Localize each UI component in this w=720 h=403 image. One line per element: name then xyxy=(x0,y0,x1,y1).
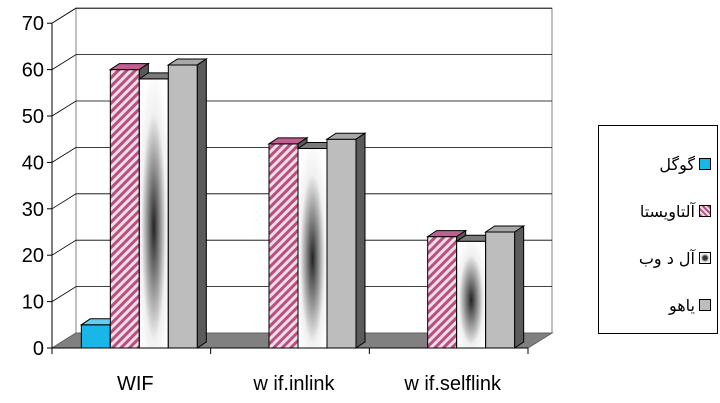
y-tick-label: 50 xyxy=(22,106,44,128)
gridline xyxy=(51,286,552,302)
tick-labels: 0 10 20 30 40 50 60 70 WIF w if.inlink w if.selfli… xyxy=(22,13,502,395)
legend-label-altavista: آلتاویستا xyxy=(639,201,695,221)
bar-front xyxy=(109,69,140,349)
gridline xyxy=(51,7,552,24)
bar-front xyxy=(167,64,198,349)
y-tick-label: 30 xyxy=(22,199,44,221)
legend-item-yahoo: یاهو xyxy=(669,293,711,317)
legend-swatch-yahoo xyxy=(699,299,711,311)
gridline xyxy=(51,100,552,117)
bar xyxy=(484,225,526,349)
bar-side xyxy=(514,225,525,349)
gridline xyxy=(51,54,552,70)
y-tick-label: 10 xyxy=(22,292,44,314)
legend: گوگل آلتاویستا آل د وب یاهو xyxy=(598,125,718,334)
y-tick-label: 40 xyxy=(22,152,44,174)
x-tick-label: w if.inlink xyxy=(252,373,335,395)
legend-label-google: گوگل xyxy=(659,154,695,174)
legend-item-alltheweb: آل د وب xyxy=(639,246,711,270)
y-tick-label: 20 xyxy=(22,245,44,267)
x-tick-label: WIF xyxy=(117,373,154,395)
legend-label-alltheweb: آل د وب xyxy=(638,248,695,268)
bar-front xyxy=(456,240,487,349)
legend-swatch-alltheweb xyxy=(699,252,711,264)
bar-front xyxy=(326,138,357,349)
gridlines xyxy=(51,7,552,302)
gridline xyxy=(51,146,552,163)
bar-side xyxy=(355,132,366,349)
bar-front xyxy=(268,143,299,349)
side-wall xyxy=(51,7,77,349)
bar xyxy=(325,132,367,349)
y-tick-label: 60 xyxy=(22,60,44,82)
legend-item-google: گوگل xyxy=(659,152,711,176)
bar-front xyxy=(427,236,458,349)
gridline xyxy=(51,239,552,256)
bar-front xyxy=(297,147,328,349)
bar xyxy=(166,58,208,349)
gridline xyxy=(51,193,552,210)
y-tick-label: 70 xyxy=(22,13,44,35)
legend-swatch-altavista xyxy=(699,205,711,217)
bar-front xyxy=(80,324,111,349)
bar-front xyxy=(485,231,516,349)
legend-swatch-google xyxy=(699,158,711,170)
bars xyxy=(79,58,526,349)
bar-side xyxy=(196,58,207,349)
x-tick-label: w if.selflink xyxy=(403,373,502,395)
legend-item-altavista: آلتاویستا xyxy=(640,199,711,223)
y-tick-label: 0 xyxy=(33,338,44,360)
bar-front xyxy=(138,78,169,349)
legend-label-yahoo: یاهو xyxy=(668,295,695,315)
